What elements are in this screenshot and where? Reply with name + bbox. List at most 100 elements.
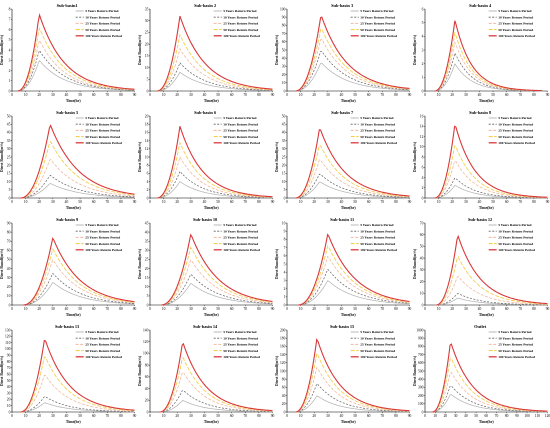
x-tick-label: 50 [474,414,478,418]
y-tick-label: 2 [421,186,423,190]
x-axis-label: Time(hr) [478,99,493,103]
series-line-rp5 [297,280,410,306]
y-tick-label: 80 [144,363,148,367]
y-tick-label: 60 [7,249,11,253]
x-axis-label: Time(hr) [66,313,81,317]
x-tick-label: 30 [51,414,55,418]
y-tick-label: 180 [280,337,286,341]
y-tick-label: 35 [144,7,148,11]
y-tick-label: 10 [282,221,286,225]
y-tick-label: 30 [144,249,148,253]
series-line-rp100 [435,234,548,306]
y-tick-label: 15 [7,172,11,176]
y-tick-label: 10 [7,404,11,408]
series-line-rp5 [20,183,135,199]
series-line-rp25 [431,372,548,413]
x-tick-label: 90 [408,93,412,97]
x-tick-label: 80 [119,93,123,97]
x-tick-label: 80 [119,200,123,204]
y-tick-label: 15 [144,276,148,280]
x-tick-label: 40 [477,307,481,311]
legend-entry: 100 Years Return Period [85,34,122,38]
legend-entry: 25 Years Return Period [360,236,395,240]
y-tick-label: 2 [9,69,11,73]
x-tick-label: 60 [229,307,233,311]
x-tick-label: 60 [92,414,96,418]
x-tick-label: 10 [433,414,437,418]
legend-entry: 25 Years Return Period [498,129,533,133]
x-tick-label: 30 [464,93,468,97]
x-tick-label: 50 [78,414,82,418]
y-tick-label: 200 [418,394,424,398]
x-tick-label: 80 [532,93,536,97]
y-tick-label: 30 [282,65,286,69]
y-tick-label: 50 [7,258,11,262]
y-tick-label: 7 [9,18,11,22]
y-tick-label: 30 [282,147,286,151]
y-tick-label: 0 [421,196,423,200]
series-line-rp50 [17,26,135,92]
x-tick-label: 20 [450,93,454,97]
x-tick-label: 60 [367,307,371,311]
x-tick-label: 50 [353,414,357,418]
legend-entry: 100 Years Return Period [360,141,397,145]
x-tick-label: 10 [24,414,28,418]
chart-title: Sub-basin 2 [194,3,216,8]
series-line-rp25 [160,259,273,306]
chart-title: Sub-basin 12 [467,217,491,222]
series-line-rp25 [20,374,135,413]
chart-title: Sub-basin 5 [56,110,79,115]
legend-entry: 100 Years Return Period [360,34,397,38]
x-tick-label: 70 [380,200,384,204]
x-tick-label: 80 [504,414,508,418]
legend-entry: 100 Years Return Period [223,355,260,359]
x-tick-label: 90 [133,93,137,97]
chart-title: Sub-basin 14 [192,324,217,329]
y-tick-label: 0 [284,89,286,93]
legend-entry: 5 Years Return Period [498,9,531,13]
x-tick-label: 40 [65,93,69,97]
series-line-rp100 [156,126,273,199]
series-line-rp50 [158,357,273,413]
y-tick-label: 90 [282,16,286,20]
y-tick-label: 3 [284,279,286,283]
y-tick-label: 14 [419,125,423,129]
y-tick-label: 5 [421,21,423,25]
series-line-rp100 [433,20,542,92]
x-tick-label: 90 [133,307,137,311]
series-line-rp25 [20,158,135,199]
y-tick-label: 10 [144,66,148,70]
y-tick-label: 120 [280,361,286,365]
x-tick-label: 0 [149,200,151,204]
x-tick-label: 80 [532,307,536,311]
series-line-rp25 [22,259,135,306]
series-line-rp10 [295,173,410,199]
series-line-rp100 [160,233,273,306]
x-tick-label: 70 [518,93,522,97]
series-line-rp5 [435,297,548,306]
y-tick-label: 900 [418,337,424,341]
y-tick-label: 10 [144,155,148,159]
y-tick-label: 35 [282,139,286,143]
legend-entry: 100 Years Return Period [223,141,260,145]
x-tick-label: 40 [477,200,481,204]
y-tick-label: 10 [282,180,286,184]
legend-entry: 100 Years Return Period [85,248,122,252]
hydrograph-chart: Sub-basin 14 0 20 40 60 80 100 120 140 0 10 20 30 40 5… [138,324,274,424]
y-tick-label: 25 [144,31,148,35]
legend-entry: 10 Years Return Period [85,229,120,233]
legend-entry: 25 Years Return Period [360,129,395,133]
x-tick-label: 60 [484,414,488,418]
y-tick-label: 4 [421,35,423,39]
legend-entry: 10 Years Return Period [360,229,395,233]
chart-title: Sub-basin 13 [55,324,80,329]
series-line-rp100 [295,129,410,199]
hydrograph-chart: Sub-basin 15 0 20 40 60 80 100 120 140 160 180 200 0… [275,324,411,424]
y-tick-label: 8 [146,164,148,168]
legend-entry: 50 Years Return Period [498,242,533,246]
y-axis-label: Direct Runoff(m³/s) [0,355,4,386]
y-tick-label: 40 [282,131,286,135]
series-line-rp10 [295,383,410,413]
x-tick-label: 50 [353,93,357,97]
